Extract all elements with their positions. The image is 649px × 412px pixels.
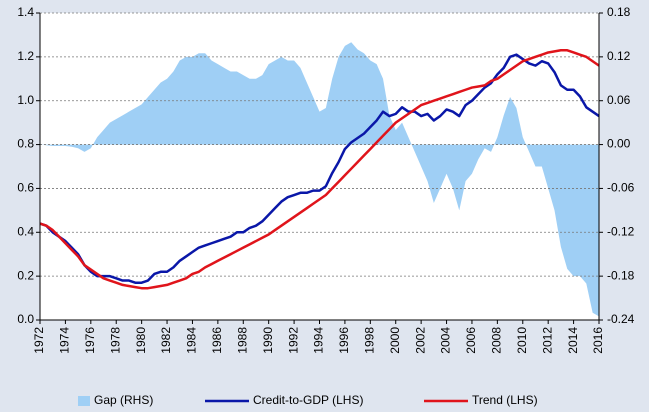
series-line <box>39 53 600 284</box>
x-tick-label: 2016 <box>591 327 605 354</box>
legend-label: Credit-to-GDP (LHS) <box>253 393 363 407</box>
y2-tick-label: -0.18 <box>607 268 635 282</box>
x-tick-label: 1972 <box>32 327 46 354</box>
x-tick-label: 2010 <box>515 327 529 354</box>
gap-area <box>40 42 599 317</box>
y-tick-label: 0.4 <box>17 224 34 238</box>
y2-tick-label: 0.12 <box>607 49 631 63</box>
y-tick-label: 1.0 <box>17 93 34 107</box>
x-tick-label: 1988 <box>235 327 249 354</box>
y-tick-label: 0.6 <box>17 181 34 195</box>
x-tick-label: 1978 <box>108 327 122 354</box>
y2-tick-label: 0.00 <box>607 137 631 151</box>
x-tick-label: 1976 <box>83 327 97 354</box>
x-tick-label: 1994 <box>312 327 326 354</box>
x-tick-label: 1990 <box>261 327 275 354</box>
legend-item: Gap (RHS) <box>78 393 153 407</box>
y2-tick-label: -0.24 <box>607 312 635 326</box>
x-tick-label: 1998 <box>362 327 376 354</box>
y-tick-label: 0.8 <box>17 137 34 151</box>
x-tick-label: 1980 <box>134 327 148 354</box>
y2-tick-label: -0.06 <box>607 181 635 195</box>
y2-tick-label: 0.18 <box>607 5 631 19</box>
x-tick-label: 1982 <box>159 327 173 354</box>
x-tick-label: 2012 <box>540 327 554 354</box>
x-tick-label: 1992 <box>286 327 300 354</box>
x-tick-label: 1996 <box>337 327 351 354</box>
x-tick-label: 2002 <box>413 327 427 354</box>
legend-label: Gap (RHS) <box>94 393 153 407</box>
y2-tick-label: 0.06 <box>607 93 631 107</box>
plot-area <box>40 13 599 320</box>
y2-tick-label: -0.12 <box>607 224 635 238</box>
x-tick-label: 2006 <box>464 327 478 354</box>
x-tick-label: 1974 <box>58 327 72 354</box>
x-tick-label: 2000 <box>388 327 402 354</box>
x-tick-label: 1984 <box>185 327 199 354</box>
legend-item: Trend (LHS) <box>424 393 538 407</box>
y-tick-label: 0.0 <box>17 312 34 326</box>
legend-swatch <box>78 396 90 406</box>
legend-label: Trend (LHS) <box>472 393 538 407</box>
x-tick-label: 2008 <box>490 327 504 354</box>
y-tick-label: 0.2 <box>17 268 34 282</box>
series-line <box>39 49 600 290</box>
y-tick-label: 1.4 <box>17 5 34 19</box>
x-tick-label: 2004 <box>439 327 453 354</box>
legend-item: Credit-to-GDP (LHS) <box>205 393 363 407</box>
y-tick-label: 1.2 <box>17 49 34 63</box>
x-tick-label: 2014 <box>566 327 580 354</box>
x-tick-label: 1986 <box>210 327 224 354</box>
